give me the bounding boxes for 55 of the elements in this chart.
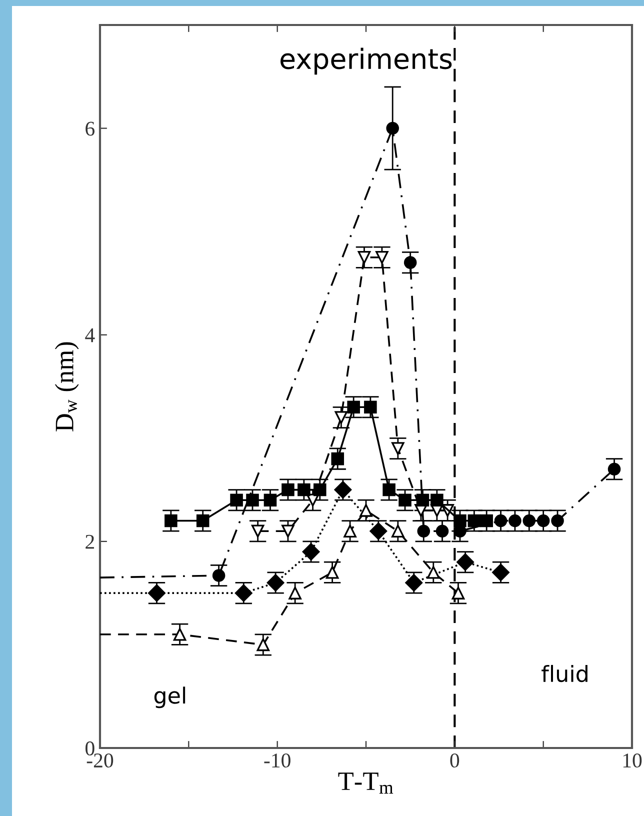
point — [230, 494, 243, 507]
point — [417, 524, 430, 538]
point — [608, 462, 621, 476]
point — [376, 251, 388, 264]
point — [392, 442, 404, 455]
point — [298, 483, 310, 496]
y-tick-label: 6 — [86, 122, 95, 136]
point — [494, 514, 508, 528]
point — [212, 569, 226, 582]
point — [264, 494, 277, 507]
point — [173, 628, 186, 641]
point — [344, 524, 356, 538]
y-axis-title: D$_{w}$ (nm) — [54, 342, 79, 432]
point — [360, 504, 372, 517]
point — [536, 514, 550, 528]
point — [426, 566, 440, 579]
x-tick-label: 0 — [450, 753, 460, 768]
point — [364, 400, 377, 414]
point — [398, 494, 412, 507]
x-axis-title: T-T$_{m}$ — [338, 772, 394, 794]
annotation: gel — [154, 686, 186, 708]
point — [246, 494, 259, 507]
annotation: experiments — [280, 48, 452, 75]
point — [164, 514, 178, 528]
point — [508, 514, 522, 528]
point — [358, 251, 371, 264]
point — [386, 122, 399, 135]
point — [282, 483, 294, 496]
point — [331, 452, 344, 466]
point — [334, 411, 348, 424]
point — [436, 524, 449, 538]
x-tick-label: -20 — [86, 753, 114, 768]
y-tick-label: 0 — [86, 741, 94, 756]
x-tick-label: -10 — [264, 753, 290, 768]
point — [282, 524, 294, 538]
point — [347, 400, 360, 414]
point — [382, 483, 396, 496]
point — [392, 524, 404, 538]
point — [522, 514, 536, 528]
point — [404, 256, 417, 269]
point — [256, 638, 270, 652]
point — [452, 586, 465, 600]
y-tick-label: 4 — [85, 328, 95, 342]
x-tick-label: 10 — [623, 753, 642, 768]
point — [314, 483, 326, 496]
point — [196, 514, 210, 528]
point — [251, 524, 264, 538]
y-tick-label: 2 — [86, 534, 94, 549]
annotation: fluid — [542, 664, 588, 682]
point — [468, 514, 481, 528]
point — [551, 514, 564, 528]
point — [288, 586, 302, 600]
point — [480, 514, 493, 528]
point — [416, 494, 430, 507]
point — [326, 566, 339, 579]
